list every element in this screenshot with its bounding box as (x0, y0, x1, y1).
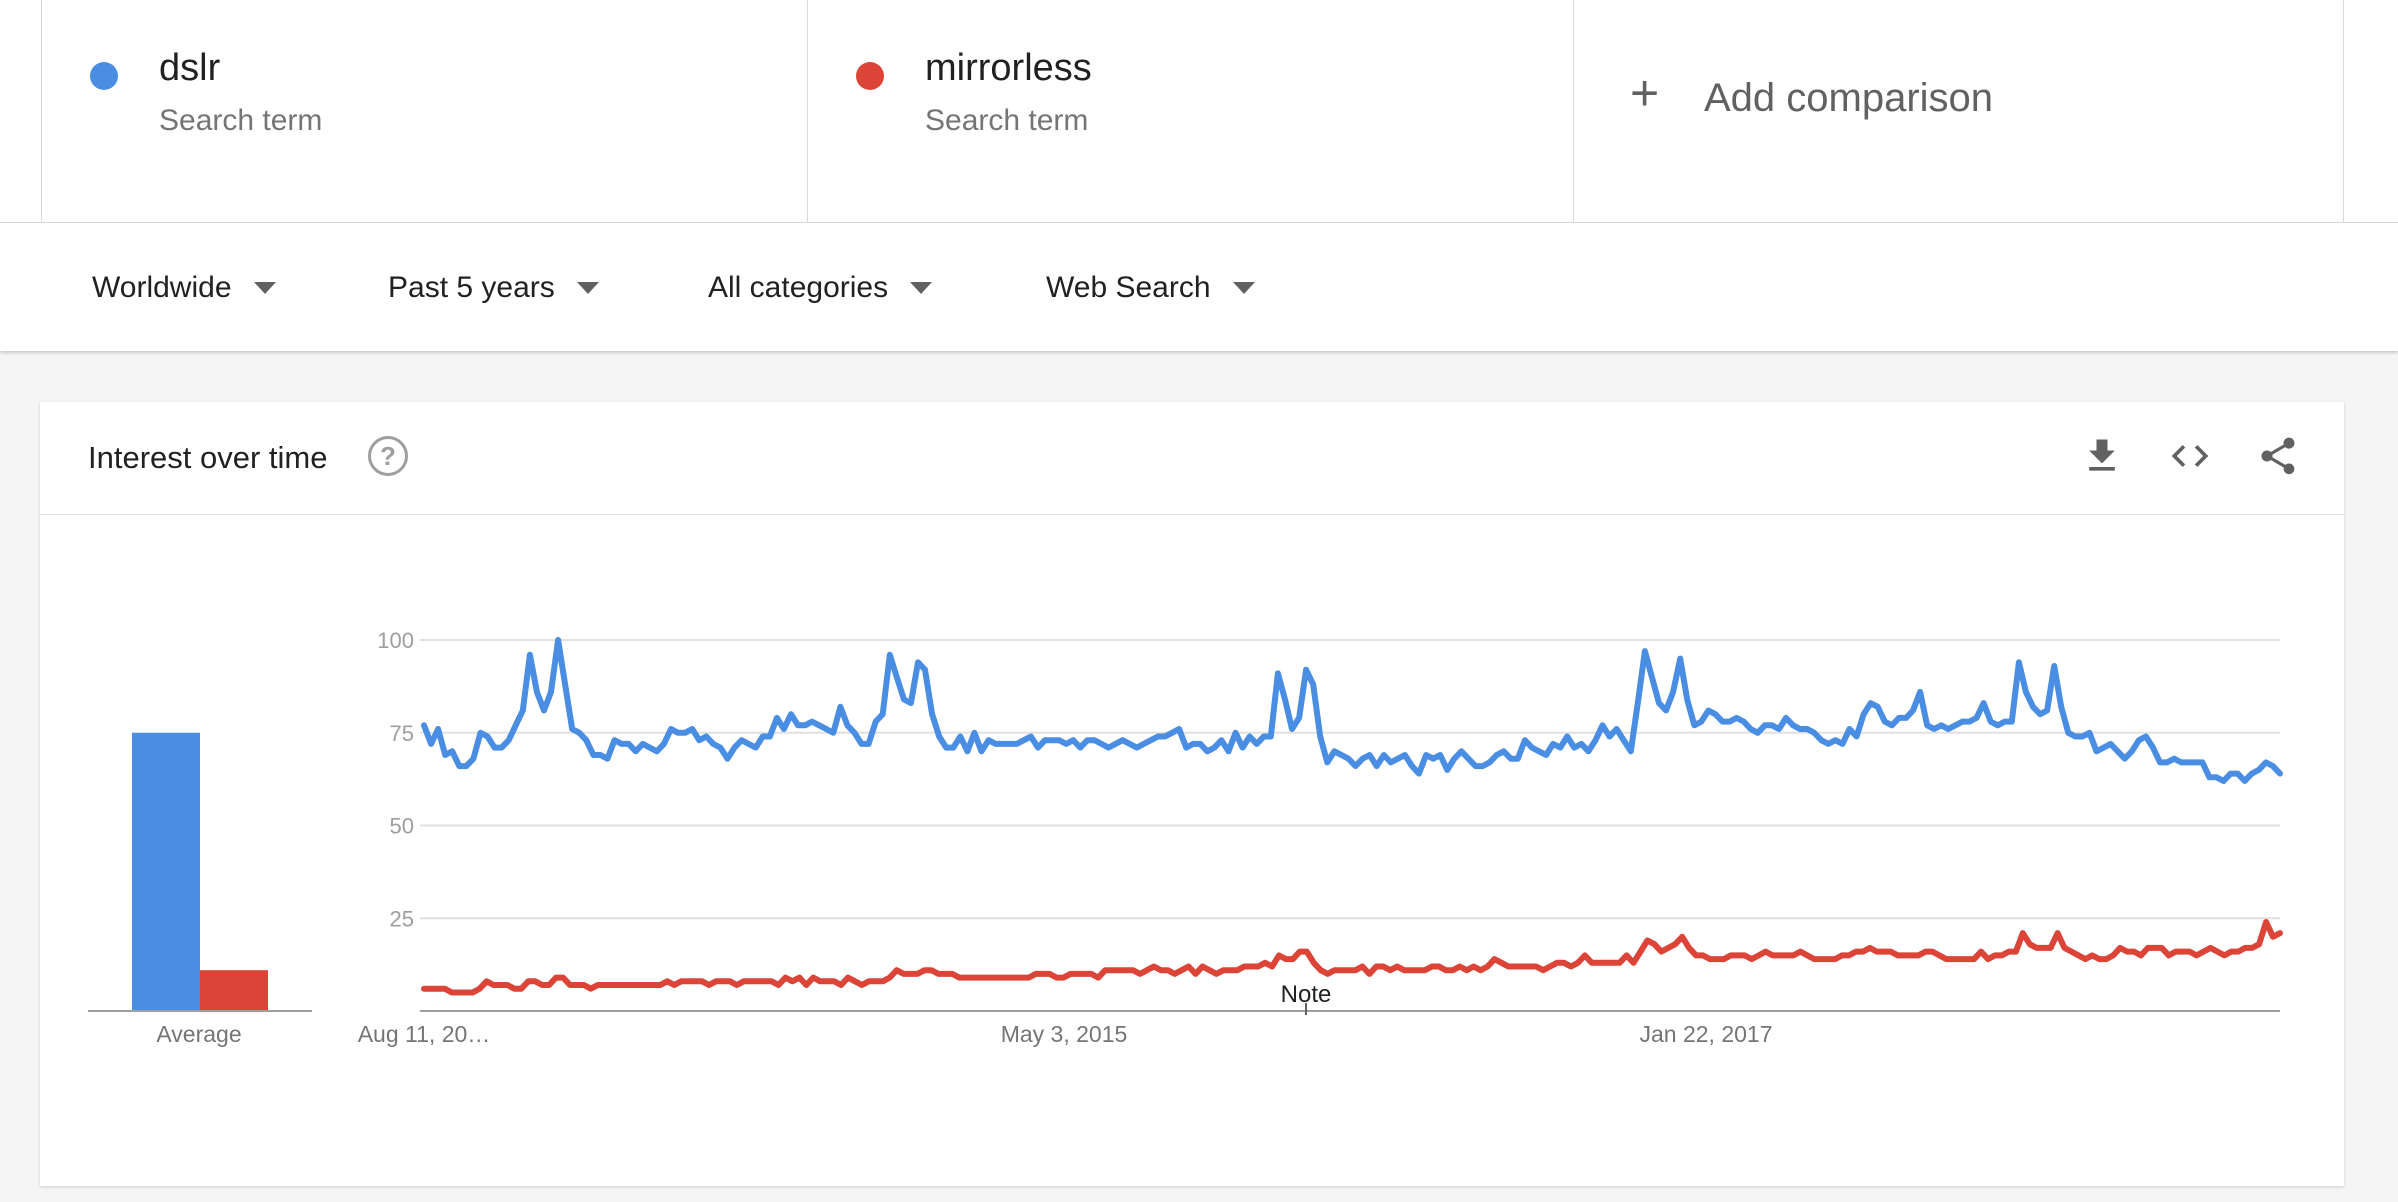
search-type-filter-label: Web Search (1046, 271, 1211, 304)
interest-chart: Average 25 50 75 100 Aug 11, 20… May 3, 2015 Ja… (88, 628, 2283, 1047)
help-icon[interactable]: ? (368, 436, 408, 476)
region-filter[interactable]: Worldwide (92, 271, 276, 305)
x-tick-label: Aug 11, 20… (358, 1021, 491, 1047)
chevron-down-icon (576, 282, 599, 294)
time-range-filter[interactable]: Past 5 years (388, 271, 599, 305)
card-title: Interest over time (88, 440, 328, 475)
add-comparison-button[interactable]: + Add comparison (1573, 0, 2344, 222)
term-name: dslr (159, 47, 221, 89)
download-icon[interactable] (2080, 434, 2124, 478)
time-range-filter-label: Past 5 years (388, 271, 555, 304)
y-tick-label: 25 (390, 906, 414, 931)
y-tick-label: 100 (377, 628, 414, 653)
average-label: Average (156, 1021, 241, 1047)
add-comparison-label: Add comparison (1704, 76, 1994, 120)
x-tick-label: May 3, 2015 (1001, 1021, 1128, 1047)
category-filter-label: All categories (708, 271, 889, 304)
interest-over-time-card: Interest over time ? Average 25 50 75 100 Aug… (40, 402, 2344, 1186)
note-annotation: Note (1281, 981, 1332, 1008)
chevron-down-icon (1232, 282, 1255, 294)
card-header: Interest over time ? (40, 402, 2344, 515)
embed-code-icon[interactable] (2168, 434, 2212, 478)
chevron-down-icon (910, 282, 933, 294)
term-card-dslr[interactable]: dslr Search term (41, 0, 806, 222)
y-tick-label: 75 (390, 721, 414, 746)
term-type-label: Search term (159, 104, 323, 137)
term-card-mirrorless[interactable]: mirrorless Search term (807, 0, 1572, 222)
search-terms-bar: dslr Search term mirrorless Search term … (0, 0, 2398, 223)
term-color-dot (90, 62, 118, 90)
y-tick-label: 50 (390, 814, 414, 839)
series-line-mirrorless (421, 919, 2283, 996)
search-type-filter[interactable]: Web Search (1046, 271, 1255, 305)
category-filter[interactable]: All categories (708, 271, 933, 305)
series-line-dslr (421, 637, 2283, 784)
filter-bar: Worldwide Past 5 years All categories We… (0, 223, 2398, 351)
term-type-label: Search term (925, 104, 1089, 137)
x-tick-label: Jan 22, 2017 (1639, 1021, 1772, 1047)
plus-icon: + (1630, 65, 1660, 121)
term-color-dot (856, 62, 884, 90)
chevron-down-icon (253, 282, 276, 294)
share-icon[interactable] (2256, 434, 2300, 478)
average-bar-dslr (132, 732, 200, 1011)
average-bar-mirrorless (200, 970, 268, 1011)
term-name: mirrorless (925, 47, 1092, 89)
region-filter-label: Worldwide (92, 271, 232, 304)
